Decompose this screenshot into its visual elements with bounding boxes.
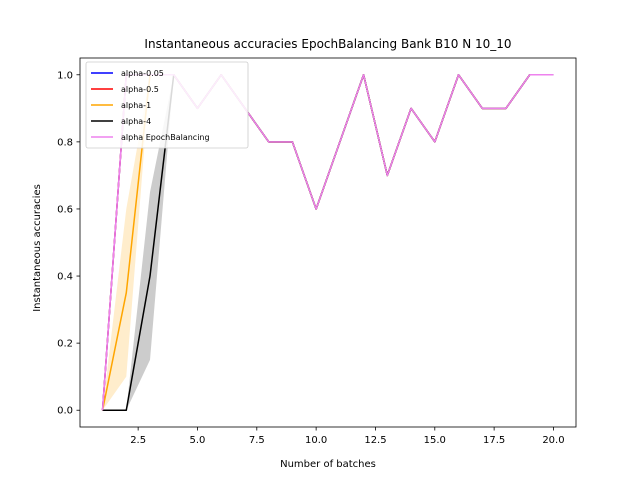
y-tick-label: 0.6 (57, 204, 73, 215)
y-tick-label: 1.0 (57, 70, 73, 81)
chart-title: Instantaneous accuracies EpochBalancing … (144, 37, 511, 51)
x-tick-label: 17.5 (483, 435, 505, 446)
x-tick-label: 20.0 (542, 435, 564, 446)
x-axis-label: Number of batches (280, 459, 376, 470)
legend-box (85, 61, 249, 149)
y-tick-label: 0.2 (57, 339, 73, 350)
y-tick-label: 0.8 (57, 137, 73, 148)
legend-entry: alpha-0.05 (121, 69, 164, 78)
x-tick-label: 10.0 (305, 435, 327, 446)
x-tick-label: 2.5 (130, 435, 146, 446)
y-tick-label: 0.0 (57, 406, 73, 417)
legend: alpha-0.05 alpha-0.5 alpha-1 alpha-4 alpha E… (85, 61, 249, 149)
y-tick-label: 0.4 (57, 272, 73, 283)
axes-frame (79, 57, 577, 428)
legend-entry: alpha-1 (121, 101, 151, 110)
x-tick-label: 5.0 (190, 435, 206, 446)
legend-entry: alpha-4 (121, 117, 151, 126)
y-axis-label: Instantaneous accuracies (32, 184, 43, 312)
x-tick-label: 12.5 (364, 435, 386, 446)
legend-entry: alpha EpochBalancing (121, 133, 210, 142)
x-tick-label: 15.0 (424, 435, 446, 446)
legend-entry: alpha-0.5 (121, 85, 159, 94)
axes: 2.5 5.0 7.5 10.0 12.5 15.0 17.5 20.0 0.0 0.2 0.4 0.… (57, 57, 577, 446)
x-tick-label: 7.5 (249, 435, 265, 446)
